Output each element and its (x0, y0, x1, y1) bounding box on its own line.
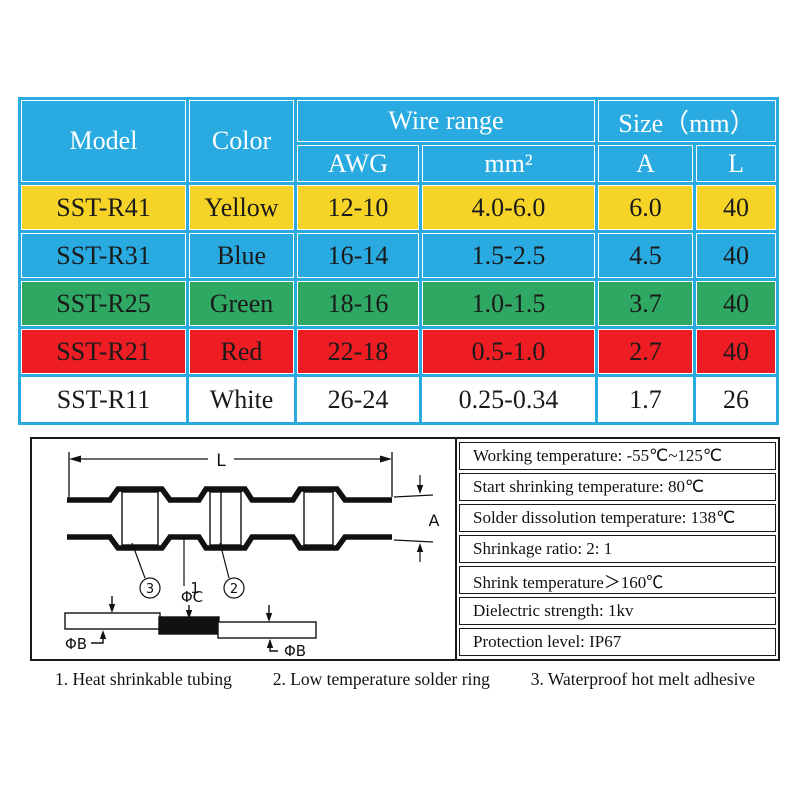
spec-row-solder-dissolution-temperature: Solder dissolution temperature: 138℃ (459, 503, 776, 532)
connector-diagram-svg: L A (64, 451, 440, 660)
header-size-mm: Size（mm） (598, 100, 777, 142)
spec-row-shrink-temperature: Shrink temperature＞160℃ (459, 566, 776, 595)
spec-row-start-shrinking-temperature: Start shrinking temperature: 80℃ (459, 472, 776, 501)
arrow-down-icon (265, 613, 273, 622)
spec-row-working-temperature: Working temperature: -55℃~125℃ (459, 441, 776, 470)
arrow-up-icon (266, 639, 274, 648)
arrow-right-icon (380, 455, 392, 463)
dim-label-phi-c: ΦC (181, 588, 203, 606)
arrow-left-icon (69, 455, 81, 463)
cell-l: 40 (696, 233, 777, 278)
spec-row-dielectric-strength: Dielectric strength: 1kv (459, 597, 776, 626)
cell-mm2: 1.5-2.5 (422, 233, 596, 278)
cell-model: SST-R11 (21, 377, 186, 422)
header-model: Model (21, 100, 186, 182)
cell-color: Yellow (189, 185, 294, 230)
table-row: SST-R25 Green 18-16 1.0-1.5 3.7 40 (21, 281, 777, 326)
callout-1-label: 1 (190, 579, 200, 597)
cell-l: 40 (696, 281, 777, 326)
legend: 1. Heat shrinkable tubing 2. Low tempera… (30, 669, 780, 690)
header-a: A (598, 145, 694, 182)
legend-item-heat-shrinkable-tubing: 1. Heat shrinkable tubing (55, 669, 232, 689)
arrow-down-icon (185, 610, 193, 619)
a-dimension (393, 475, 434, 562)
inner-rings (121, 491, 334, 546)
cell-awg: 18-16 (297, 281, 419, 326)
arrow-up-icon (416, 543, 424, 552)
legend-item-low-temperature-solder-ring: 2. Low temperature solder ring (272, 669, 490, 689)
callout-3-label: 3 (146, 582, 154, 597)
cell-l: 40 (696, 185, 777, 230)
spec-row-shrinkage-ratio: Shrinkage ratio: 2: 1 (459, 534, 776, 564)
cell-model: SST-R21 (21, 329, 186, 374)
cell-l: 26 (696, 377, 777, 422)
arrow-down-icon (108, 604, 116, 613)
cell-awg: 22-18 (297, 329, 419, 374)
cell-a: 2.7 (598, 329, 694, 374)
cell-model: SST-R31 (21, 233, 186, 278)
technical-panel: L A (30, 437, 780, 661)
cell-model: SST-R25 (21, 281, 186, 326)
specs-panel: Working temperature: -55℃~125℃ Start shr… (455, 439, 778, 659)
header-color: Color (189, 100, 294, 182)
cell-mm2: 0.5-1.0 (422, 329, 596, 374)
cell-l: 40 (696, 329, 777, 374)
header-wire-range: Wire range (297, 100, 596, 142)
spec-row-protection-level: Protection level: IP67 (459, 628, 776, 657)
dim-label-l: L (216, 451, 226, 471)
cell-a: 4.5 (598, 233, 694, 278)
cell-mm2: 0.25-0.34 (422, 377, 596, 422)
table-row: SST-R21 Red 22-18 0.5-1.0 2.7 40 (21, 329, 777, 374)
cell-a: 3.7 (598, 281, 694, 326)
dim-label-phi-b-left: ΦB (65, 635, 87, 653)
cell-color: Blue (189, 233, 294, 278)
arrow-down-icon (416, 485, 424, 494)
length-dimension (68, 452, 393, 497)
cell-color: Green (189, 281, 294, 326)
dim-label-a: A (429, 511, 440, 530)
legend-item-waterproof-hot-melt-adhesive: 3. Waterproof hot melt adhesive (530, 669, 755, 689)
dim-label-phi-b-right: ΦB (284, 642, 306, 659)
cell-awg: 12-10 (297, 185, 419, 230)
arrow-up-icon (99, 630, 107, 639)
connector-diagram: L A (32, 439, 455, 660)
cell-mm2: 1.0-1.5 (422, 281, 596, 326)
header-mm2: mm² (422, 145, 596, 182)
wire-splice (64, 596, 317, 652)
cell-a: 6.0 (598, 185, 694, 230)
cell-awg: 16-14 (297, 233, 419, 278)
cell-a: 1.7 (598, 377, 694, 422)
header-awg: AWG (297, 145, 419, 182)
cell-color: Red (189, 329, 294, 374)
cell-model: SST-R41 (21, 185, 186, 230)
product-spec-table: Model Color Wire range Size（mm） AWG mm² … (18, 97, 780, 425)
callout-leaders (131, 539, 245, 599)
cell-mm2: 4.0-6.0 (422, 185, 596, 230)
tube-outline (67, 486, 392, 551)
table-row: SST-R31 Blue 16-14 1.5-2.5 4.5 40 (21, 233, 777, 278)
cell-color: White (189, 377, 294, 422)
table-row: SST-R11 White 26-24 0.25-0.34 1.7 26 (21, 377, 777, 422)
table-row: SST-R41 Yellow 12-10 4.0-6.0 6.0 40 (21, 185, 777, 230)
callout-2-label: 2 (230, 582, 238, 597)
cell-awg: 26-24 (297, 377, 419, 422)
header-l: L (696, 145, 777, 182)
